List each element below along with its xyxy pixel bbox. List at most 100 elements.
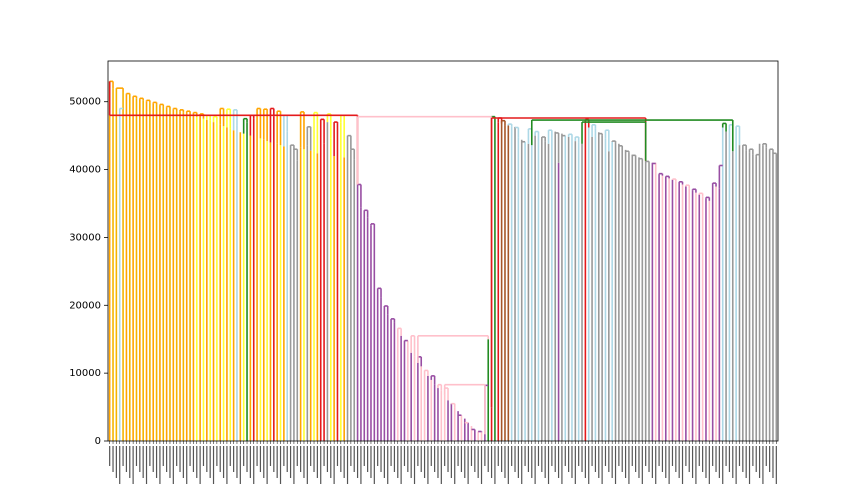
leaf-label-109 xyxy=(474,446,476,472)
leaf-label-44 xyxy=(256,446,258,466)
leaf-label-175 xyxy=(695,446,697,484)
leaf-label-79 xyxy=(373,446,375,484)
leaf-label-85 xyxy=(393,446,396,472)
leaf-label-119 xyxy=(507,446,509,484)
leaf-label-58 xyxy=(303,446,305,478)
leaf-label-11 xyxy=(145,446,148,484)
leaf-label-107 xyxy=(467,446,469,484)
y-tick-label-40000: 40000 xyxy=(69,165,101,176)
leaf-label-152 xyxy=(618,446,620,466)
leaf-label-127 xyxy=(534,446,536,484)
leaf-label-59 xyxy=(306,446,308,484)
leaf-label-50 xyxy=(276,446,278,478)
leaf-label-32 xyxy=(216,446,218,466)
leaf-label-182 xyxy=(718,446,720,478)
leaf-label-15 xyxy=(159,446,161,484)
leaf-label-190 xyxy=(745,446,747,478)
leaf-label-164 xyxy=(658,446,660,466)
leaf-label-23 xyxy=(186,446,188,484)
leaf-label-132 xyxy=(551,446,553,466)
leaf-label-4 xyxy=(122,446,124,466)
leaf-label-128 xyxy=(537,446,540,466)
leaf-label-6 xyxy=(129,446,131,478)
leaf-label-118 xyxy=(504,446,506,478)
leaf-label-27 xyxy=(199,446,201,484)
leaf-label-129 xyxy=(541,446,543,472)
leaf-label-76 xyxy=(363,446,365,466)
leaf-label-123 xyxy=(521,446,523,484)
leaf-label-77 xyxy=(367,446,369,472)
leaf-label-92 xyxy=(417,446,419,466)
leaf-label-3 xyxy=(119,446,121,484)
leaf-label-151 xyxy=(614,446,617,484)
leaf-label-28 xyxy=(202,446,205,466)
leaf-label-160 xyxy=(645,446,647,466)
leaf-label-113 xyxy=(487,446,489,472)
leaf-label-29 xyxy=(206,446,208,472)
leaf-label-169 xyxy=(675,446,677,472)
leaf-label-54 xyxy=(289,446,292,478)
leaf-label-49 xyxy=(273,446,275,472)
leaf-label-94 xyxy=(423,446,426,478)
leaf-label-46 xyxy=(263,446,265,478)
leaf-label-149 xyxy=(608,446,610,472)
leaf-label-114 xyxy=(490,446,493,478)
leaf-label-18 xyxy=(169,446,171,478)
leaf-label-104 xyxy=(457,446,459,466)
leaf-label-143 xyxy=(588,446,590,484)
leaf-label-12 xyxy=(149,446,151,466)
leaf-label-135 xyxy=(561,446,563,484)
leaf-label-74 xyxy=(356,446,359,478)
leaf-label-71 xyxy=(346,446,349,484)
leaf-label-158 xyxy=(638,446,640,478)
leaf-label-61 xyxy=(313,446,315,472)
plot-frame xyxy=(107,60,779,442)
leaf-label-52 xyxy=(283,446,285,466)
leaf-label-100 xyxy=(444,446,446,466)
leaf-label-130 xyxy=(544,446,546,478)
leaf-label-95 xyxy=(427,446,429,484)
leaf-label-184 xyxy=(725,446,727,466)
leaf-label-163 xyxy=(655,446,657,484)
leaf-label-86 xyxy=(397,446,399,478)
leaf-label-56 xyxy=(296,446,298,466)
leaf-label-1 xyxy=(112,446,114,472)
leaf-label-111 xyxy=(480,446,483,484)
leaf-label-180 xyxy=(712,446,714,466)
leaf-label-148 xyxy=(604,446,607,466)
leaf-label-156 xyxy=(631,446,633,466)
leaf-label-117 xyxy=(501,446,503,472)
leaf-label-19 xyxy=(172,446,174,484)
leaf-label-168 xyxy=(671,446,674,466)
leaf-label-199 xyxy=(775,446,777,484)
leaf-label-138 xyxy=(571,446,573,478)
leaf-label-47 xyxy=(266,446,268,484)
leaf-label-142 xyxy=(584,446,586,478)
leaf-label-65 xyxy=(326,446,329,472)
leaf-label-198 xyxy=(772,446,774,478)
leaf-label-55 xyxy=(293,446,295,484)
leaf-label-31 xyxy=(212,446,215,484)
leaf-label-62 xyxy=(316,446,318,478)
leaf-label-195 xyxy=(762,446,764,484)
leaf-label-68 xyxy=(336,446,339,466)
leaf-label-53 xyxy=(286,446,288,472)
leaf-label-42 xyxy=(249,446,251,478)
leaf-label-141 xyxy=(581,446,583,472)
leaf-label-112 xyxy=(484,446,486,466)
leaf-label-38 xyxy=(236,446,238,478)
leaf-label-16 xyxy=(162,446,164,466)
leaf-label-66 xyxy=(330,446,332,478)
leaf-label-87 xyxy=(400,446,402,484)
leaf-label-84 xyxy=(390,446,392,466)
leaf-label-191 xyxy=(748,446,751,484)
leaf-label-90 xyxy=(410,446,412,478)
leaf-label-37 xyxy=(233,446,235,472)
leaf-label-146 xyxy=(598,446,600,478)
leaf-label-121 xyxy=(514,446,516,472)
leaf-label-172 xyxy=(685,446,687,466)
leaf-label-136 xyxy=(564,446,566,466)
leaf-label-154 xyxy=(624,446,627,478)
leaf-label-189 xyxy=(742,446,744,472)
leaf-label-17 xyxy=(166,446,168,472)
